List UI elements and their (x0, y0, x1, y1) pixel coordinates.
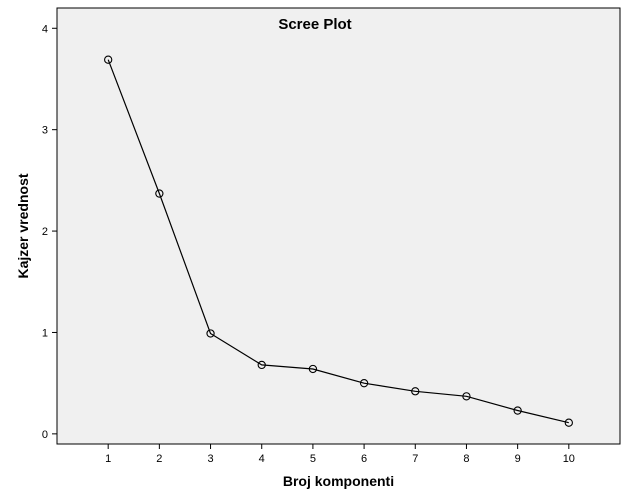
series-line (107, 59, 569, 424)
data-points (104, 55, 573, 427)
x-tick-label: 2 (156, 453, 162, 465)
y-tick-label: 4 (42, 23, 48, 35)
x-tick-label: 3 (207, 453, 213, 465)
data-point (155, 189, 164, 198)
data-point (359, 379, 369, 388)
y-tick-label: 3 (42, 125, 48, 137)
x-axis: 1 2 3 4 5 6 7 8 9 10 (105, 444, 575, 465)
x-tick-label: 9 (515, 453, 521, 465)
data-point (564, 418, 573, 427)
data-point (462, 392, 471, 401)
data-point (513, 406, 522, 415)
x-tick-label: 6 (361, 453, 367, 465)
data-point (206, 329, 215, 338)
y-tick-label: 1 (42, 327, 48, 339)
chart-title: Scree Plot (278, 16, 351, 33)
x-tick-label: 4 (259, 453, 265, 465)
x-tick-label: 10 (563, 453, 575, 465)
plot-area (56, 7, 621, 445)
data-point (257, 360, 266, 370)
y-tick-label: 0 (42, 429, 48, 441)
x-tick-label: 5 (310, 453, 316, 465)
data-point (104, 55, 113, 64)
x-tick-label: 7 (412, 453, 418, 465)
x-tick-label: 1 (105, 453, 111, 465)
x-tick-label: 8 (463, 453, 469, 465)
data-point (308, 364, 318, 374)
x-axis-label: Broj komponenti (283, 473, 394, 489)
y-axis-label: Kajzer vrednost (15, 173, 31, 278)
data-point (411, 387, 420, 396)
y-tick-label: 2 (42, 226, 48, 238)
y-axis: 0 1 2 3 4 (42, 23, 57, 441)
